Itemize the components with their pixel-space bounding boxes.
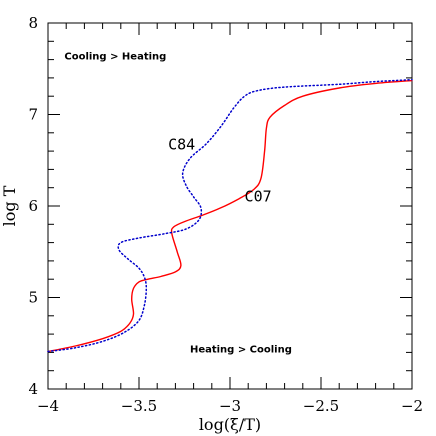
x-tick-label: −3.5	[121, 397, 157, 415]
annotations: Cooling > Heating Heating > Cooling C84 C07	[64, 52, 292, 356]
x-tick-label: −3	[219, 397, 241, 415]
x-tick-label: −4	[37, 397, 59, 415]
y-tick-label: 8	[28, 14, 38, 32]
axis-ticks	[47, 22, 413, 390]
series-label-c84: C84	[168, 135, 195, 153]
y-axis-label: log T	[0, 185, 19, 226]
series-label-c07: C07	[245, 187, 272, 205]
series-layer	[47, 78, 413, 353]
x-tick-label: −2	[401, 397, 423, 415]
region-annotation: Heating > Cooling	[190, 344, 292, 355]
y-tick-label: 7	[28, 106, 38, 124]
y-tick-label: 4	[28, 380, 38, 398]
axis-tick-labels: −4 −3.5 −3 −2.5 −2 4 5 6 7 8	[28, 14, 423, 415]
plot-frame	[47, 22, 413, 390]
series-line-c84	[47, 78, 413, 353]
series-line-c07	[47, 79, 413, 353]
region-annotation: Cooling > Heating	[64, 52, 166, 63]
y-tick-label: 5	[28, 289, 38, 307]
x-tick-label: −2.5	[303, 397, 339, 415]
y-tick-label: 6	[28, 197, 38, 215]
x-axis-label: log(ξ/T)	[199, 415, 261, 434]
